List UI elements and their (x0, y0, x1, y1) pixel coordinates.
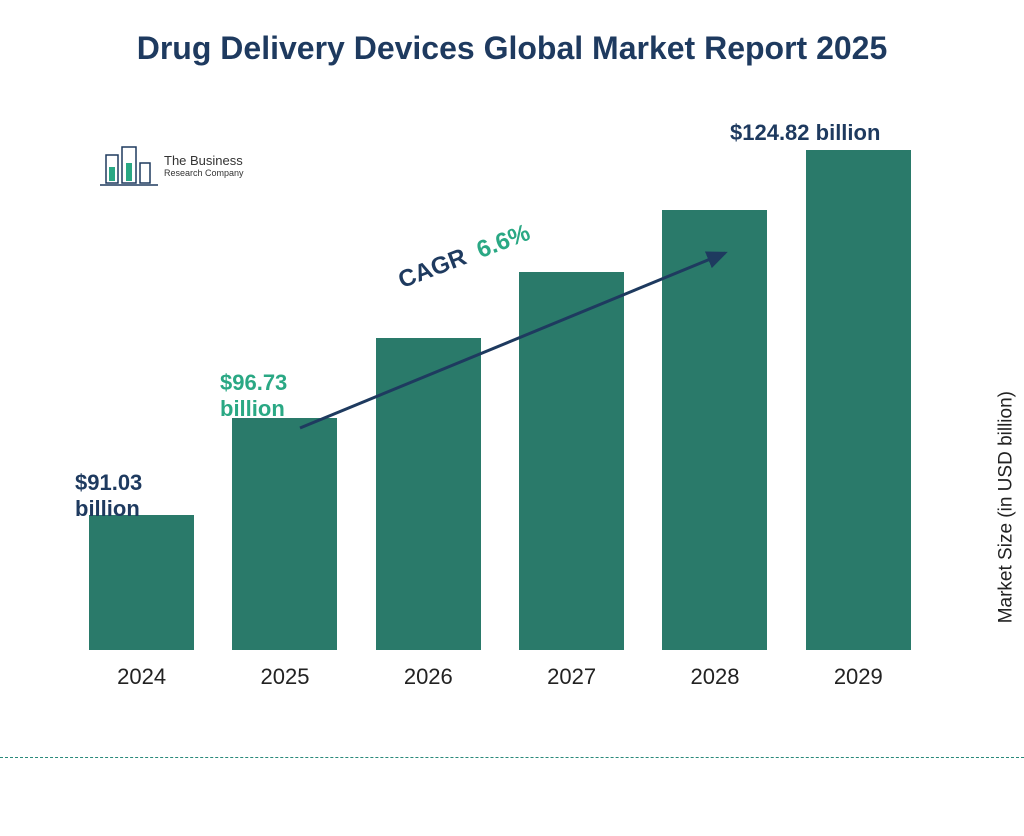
x-axis-label: 2028 (647, 664, 782, 690)
bar-wrap (647, 210, 782, 650)
y-axis-label: Market Size (in USD billion) (995, 391, 1017, 623)
x-axis-label: 2027 (504, 664, 639, 690)
x-axis-label: 2029 (791, 664, 926, 690)
xlabels-container: 2024 2025 2026 2027 2028 2029 (60, 664, 940, 690)
bar (232, 418, 337, 650)
bar (662, 210, 767, 650)
bar (376, 338, 481, 650)
value-label-2025: $96.73billion (220, 370, 287, 423)
bottom-divider (0, 757, 1024, 758)
x-axis-label: 2025 (217, 664, 352, 690)
value-label-2024: $91.03billion (75, 470, 142, 523)
bar (519, 272, 624, 650)
bar-wrap (361, 338, 496, 650)
x-axis-label: 2026 (361, 664, 496, 690)
bar-wrap (217, 418, 352, 650)
bars-container (60, 150, 940, 650)
chart-title: Drug Delivery Devices Global Market Repo… (0, 0, 1024, 68)
bar-wrap (791, 150, 926, 650)
value-label-2029: $124.82 billion (730, 120, 880, 146)
bar-wrap (504, 272, 639, 650)
bar (806, 150, 911, 650)
x-axis-label: 2024 (74, 664, 209, 690)
bar (89, 515, 194, 650)
bar-wrap (74, 515, 209, 650)
